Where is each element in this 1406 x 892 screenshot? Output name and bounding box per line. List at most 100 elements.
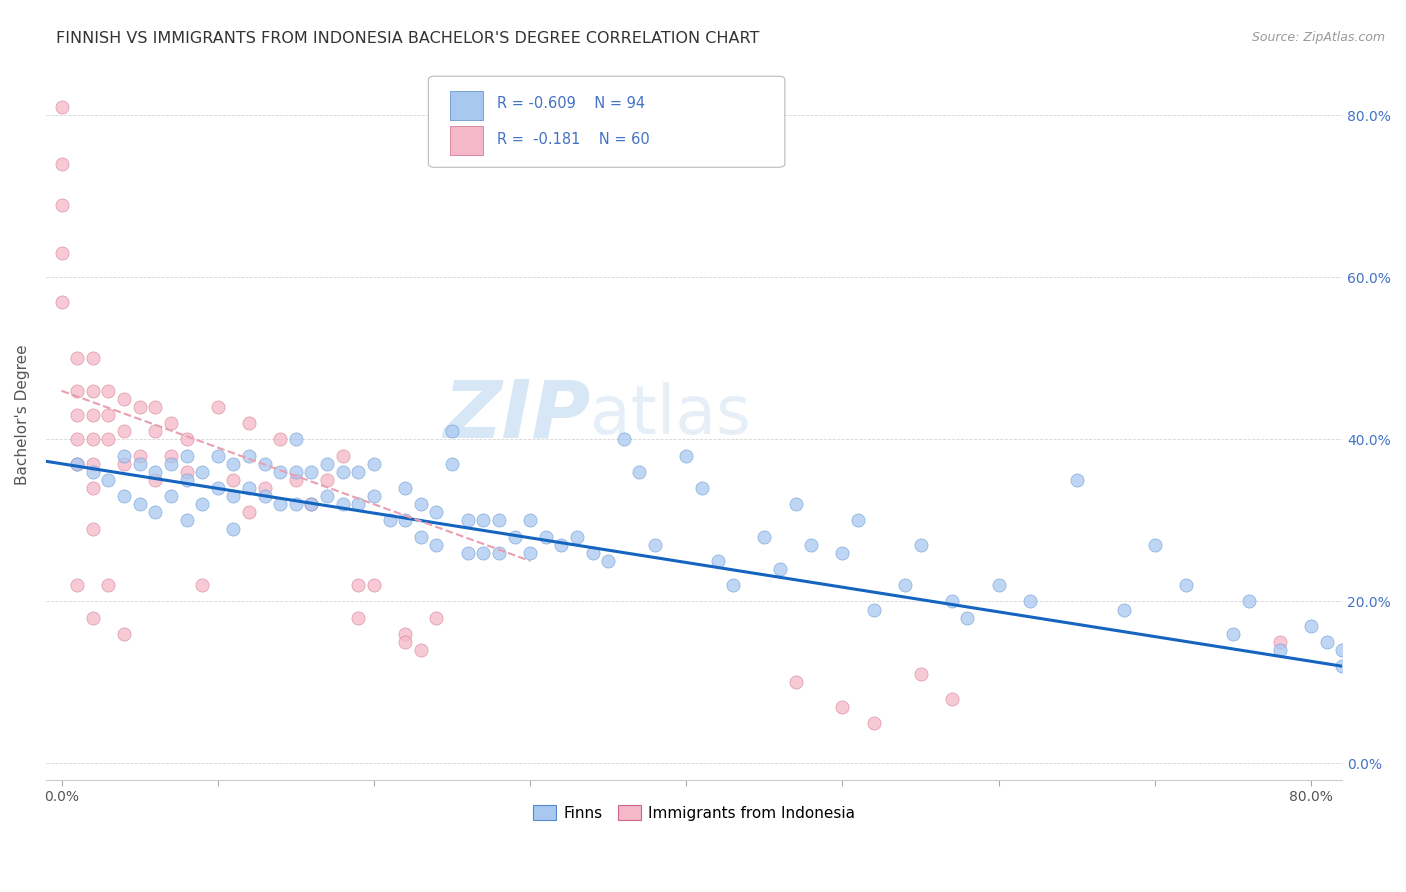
Text: R = -0.609    N = 94: R = -0.609 N = 94: [498, 96, 645, 112]
Point: [425, 505, 447, 519]
Point: [82, 384, 104, 398]
Point: [690, 481, 713, 495]
Point: [394, 481, 416, 495]
Point: [503, 530, 526, 544]
Point: [253, 489, 276, 503]
Point: [82, 457, 104, 471]
Point: [176, 465, 198, 479]
Point: [128, 457, 150, 471]
Point: [176, 473, 198, 487]
Point: [628, 465, 651, 479]
Point: [301, 465, 323, 479]
Point: [363, 489, 385, 503]
Point: [160, 416, 183, 430]
Point: [316, 489, 339, 503]
Legend: Finns, Immigrants from Indonesia: Finns, Immigrants from Indonesia: [527, 798, 862, 827]
Point: [519, 546, 541, 560]
Point: [143, 505, 166, 519]
Point: [394, 635, 416, 649]
Point: [253, 457, 276, 471]
Point: [1316, 635, 1339, 649]
Point: [51, 246, 73, 260]
Point: [207, 449, 229, 463]
Point: [97, 473, 120, 487]
Point: [82, 610, 104, 624]
Point: [51, 197, 73, 211]
Point: [143, 400, 166, 414]
Point: [1066, 473, 1088, 487]
Point: [66, 351, 89, 366]
Point: [238, 416, 260, 430]
Point: [675, 449, 697, 463]
Point: [1299, 618, 1322, 632]
Point: [176, 449, 198, 463]
FancyBboxPatch shape: [450, 91, 482, 120]
Point: [301, 497, 323, 511]
Point: [238, 505, 260, 519]
Point: [1019, 594, 1042, 608]
Point: [82, 408, 104, 422]
Point: [862, 715, 884, 730]
Point: [363, 457, 385, 471]
Point: [598, 554, 620, 568]
Point: [207, 400, 229, 414]
Point: [565, 530, 588, 544]
Point: [66, 433, 89, 447]
Point: [191, 578, 214, 592]
Point: [347, 465, 370, 479]
Point: [284, 473, 307, 487]
Point: [754, 530, 776, 544]
Point: [941, 594, 963, 608]
Point: [112, 457, 135, 471]
Point: [910, 538, 932, 552]
Text: R =  -0.181    N = 60: R = -0.181 N = 60: [498, 132, 650, 147]
Point: [143, 465, 166, 479]
Point: [269, 465, 291, 479]
Point: [457, 513, 479, 527]
Point: [301, 497, 323, 511]
Point: [238, 481, 260, 495]
Point: [987, 578, 1010, 592]
Point: [956, 610, 979, 624]
Point: [51, 294, 73, 309]
Point: [785, 497, 807, 511]
Point: [66, 457, 89, 471]
Point: [1112, 602, 1135, 616]
Point: [238, 449, 260, 463]
Point: [363, 578, 385, 592]
Point: [831, 699, 853, 714]
Point: [894, 578, 917, 592]
Y-axis label: Bachelor's Degree: Bachelor's Degree: [15, 345, 30, 485]
Point: [66, 578, 89, 592]
Point: [785, 675, 807, 690]
Point: [394, 513, 416, 527]
Point: [143, 473, 166, 487]
Point: [1268, 635, 1291, 649]
Point: [176, 433, 198, 447]
Point: [332, 497, 354, 511]
Point: [332, 465, 354, 479]
Point: [128, 497, 150, 511]
Point: [347, 497, 370, 511]
Point: [378, 513, 401, 527]
Text: ZIP: ZIP: [443, 376, 591, 454]
Point: [706, 554, 728, 568]
FancyBboxPatch shape: [429, 76, 785, 168]
Point: [160, 457, 183, 471]
Point: [347, 610, 370, 624]
Point: [846, 513, 869, 527]
Point: [534, 530, 557, 544]
Point: [409, 530, 432, 544]
Point: [581, 546, 603, 560]
Point: [488, 546, 510, 560]
Point: [441, 457, 464, 471]
Point: [66, 408, 89, 422]
Point: [910, 667, 932, 681]
Point: [112, 392, 135, 406]
Point: [112, 425, 135, 439]
Point: [613, 433, 636, 447]
Point: [66, 457, 89, 471]
Point: [112, 627, 135, 641]
Point: [128, 449, 150, 463]
Point: [394, 627, 416, 641]
